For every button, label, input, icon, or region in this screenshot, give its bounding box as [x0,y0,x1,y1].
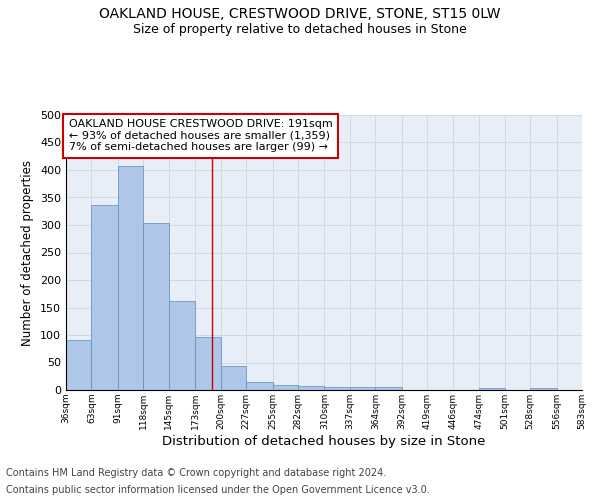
Y-axis label: Number of detached properties: Number of detached properties [22,160,34,346]
Bar [91,205,118,390]
Bar [272,384,298,390]
X-axis label: Distribution of detached houses by size in Stone: Distribution of detached houses by size … [163,434,485,448]
Bar [325,387,350,390]
Text: OAKLAND HOUSE, CRESTWOOD DRIVE, STONE, ST15 0LW: OAKLAND HOUSE, CRESTWOOD DRIVE, STONE, S… [99,8,501,22]
Text: OAKLAND HOUSE CRESTWOOD DRIVE: 191sqm
← 93% of detached houses are smaller (1,35: OAKLAND HOUSE CRESTWOOD DRIVE: 191sqm ← … [68,119,332,152]
Bar [221,366,246,390]
Bar [479,388,505,390]
Bar [298,386,325,390]
Bar [195,337,221,390]
Bar [246,382,272,390]
Bar [118,166,143,390]
Bar [530,388,557,390]
Bar [350,387,376,390]
Text: Contains HM Land Registry data © Crown copyright and database right 2024.: Contains HM Land Registry data © Crown c… [6,468,386,477]
Text: Contains public sector information licensed under the Open Government Licence v3: Contains public sector information licen… [6,485,430,495]
Bar [143,223,169,390]
Bar [376,387,402,390]
Text: Size of property relative to detached houses in Stone: Size of property relative to detached ho… [133,22,467,36]
Bar [66,340,91,390]
Bar [169,302,195,390]
